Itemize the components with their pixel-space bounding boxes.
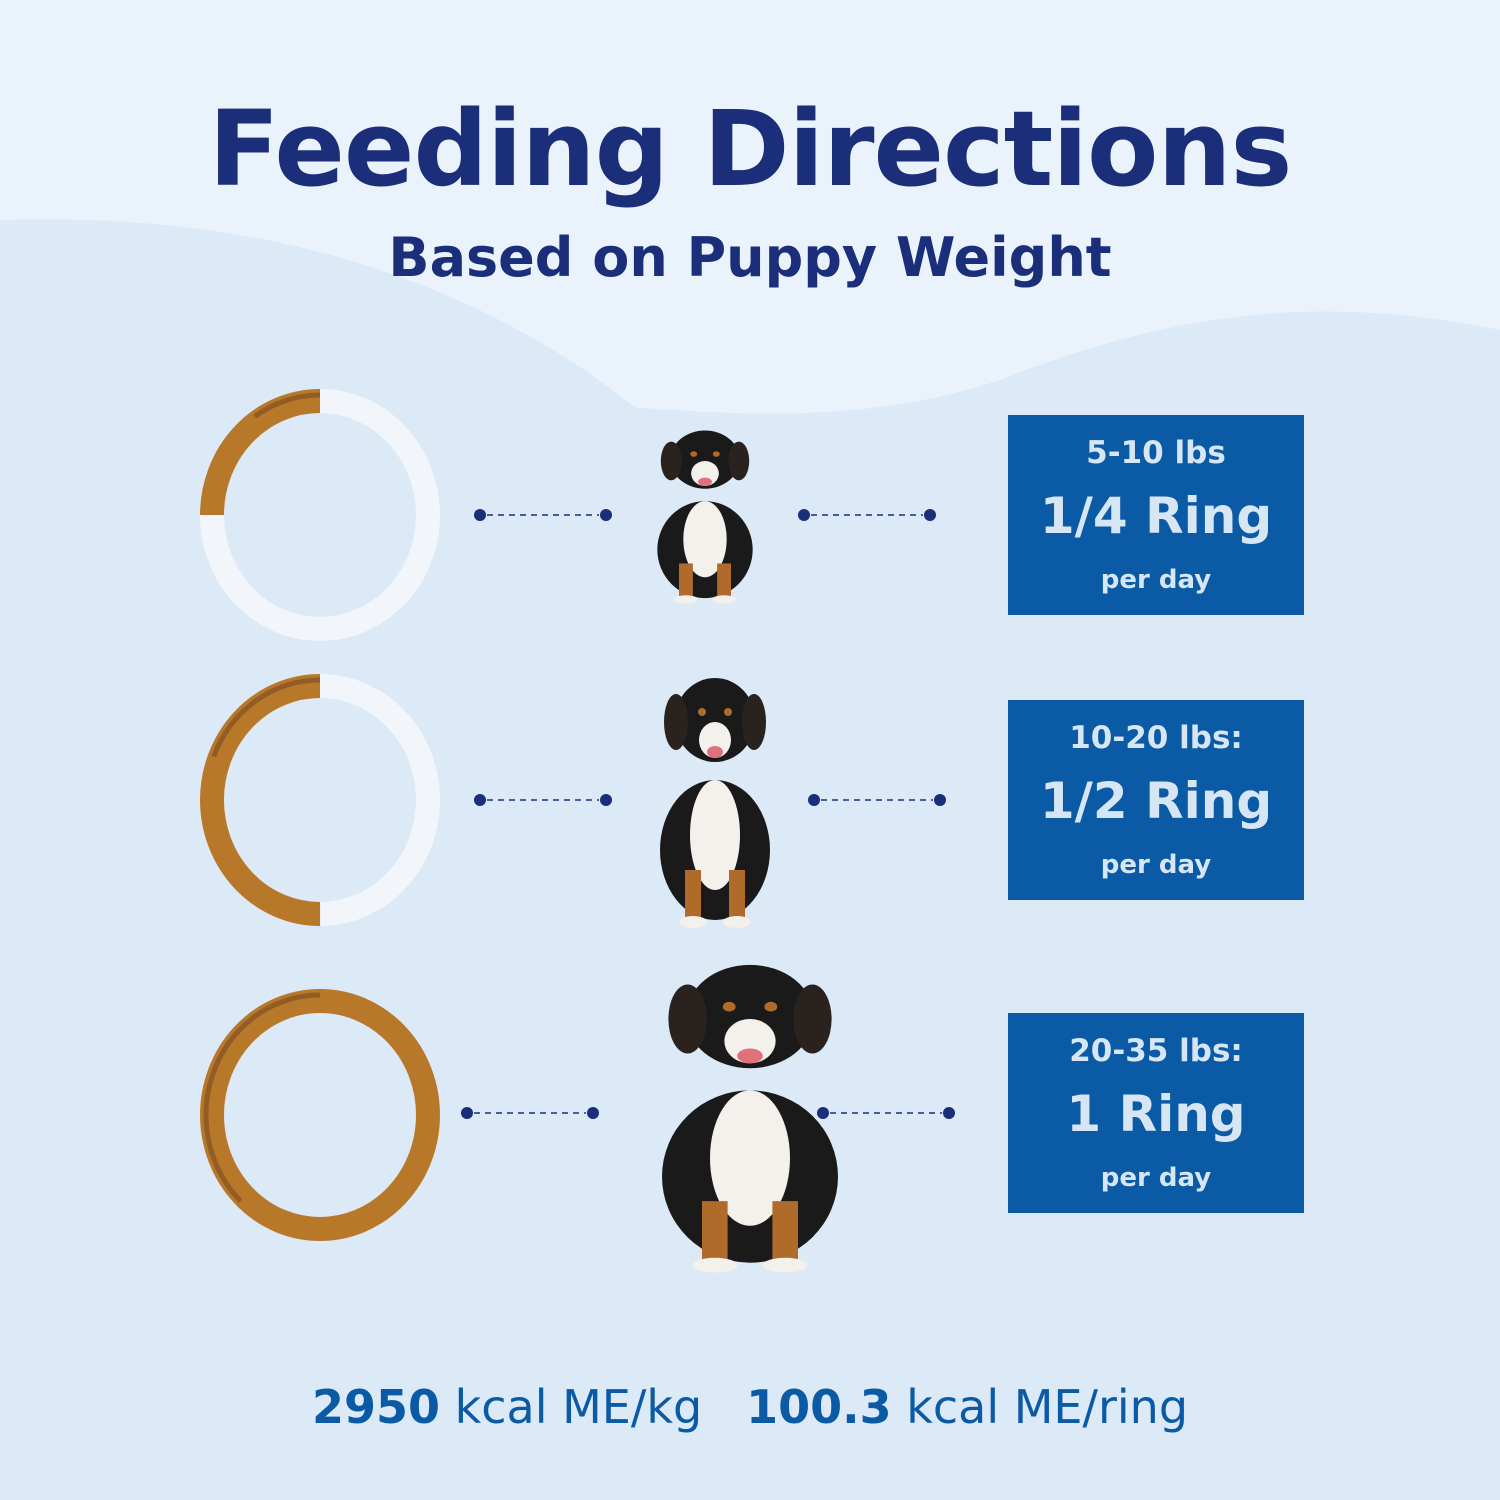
- dog-tongue: [698, 477, 712, 486]
- weight-range: 10-20 lbs:: [1069, 720, 1243, 756]
- connector-dots: [808, 794, 946, 806]
- dog-ear: [793, 984, 832, 1054]
- dot-icon: [817, 1107, 829, 1119]
- dog-chest: [710, 1090, 790, 1226]
- connector-dots: [798, 509, 936, 521]
- ring-amount: 1/4 Ring: [1039, 487, 1273, 545]
- dog-leg: [685, 870, 701, 920]
- feeding-box-3: 20-35 lbs: 1 Ring per day: [1008, 1013, 1304, 1213]
- dog-eye: [722, 1001, 736, 1012]
- per-day-label: per day: [1100, 850, 1212, 880]
- dog-tongue: [707, 746, 723, 758]
- page-title: Feeding Directions: [208, 88, 1293, 210]
- ring-chew-group: [200, 674, 440, 926]
- dot-icon: [934, 794, 946, 806]
- ring-chew-shade: [203, 992, 437, 1238]
- dog-leg: [679, 563, 693, 599]
- ring-chew-part: [200, 389, 440, 641]
- dog-figure: [662, 964, 838, 1273]
- dot-icon: [943, 1107, 955, 1119]
- dog-muzzle: [724, 1019, 776, 1064]
- ring-amount: 1/2 Ring: [1039, 772, 1273, 830]
- dog-head: [675, 678, 755, 762]
- dog-eye: [690, 451, 698, 457]
- medium-puppy-image: [660, 678, 770, 928]
- dog-ear: [742, 694, 766, 750]
- ring-chew-shade: [203, 677, 437, 923]
- ring-quarter-illustration: [200, 389, 440, 641]
- ring-full-illustration: [200, 989, 440, 1241]
- dog-eye: [712, 451, 720, 457]
- dog-paw: [723, 916, 751, 928]
- kcal-per-kg-unit: kcal ME/kg: [454, 1380, 703, 1434]
- ring-amount: 1 Ring: [1066, 1085, 1246, 1143]
- dog-chest: [683, 501, 727, 578]
- page-subtitle: Based on Puppy Weight: [388, 226, 1112, 289]
- dog-paw: [762, 1257, 808, 1273]
- dog-tongue: [737, 1048, 763, 1064]
- dog-muzzle: [699, 722, 731, 758]
- dot-icon: [461, 1107, 473, 1119]
- dog-ear: [660, 441, 682, 481]
- ring-chew-group: [200, 389, 440, 641]
- dog-paw: [673, 595, 699, 604]
- dog-head: [670, 430, 740, 489]
- ring-chew-part: [200, 989, 440, 1241]
- dot-icon: [474, 794, 486, 806]
- dog-paw: [679, 916, 707, 928]
- dot-icon: [600, 509, 612, 521]
- dog-leg: [729, 870, 745, 920]
- connector-dots: [817, 1107, 955, 1119]
- dog-leg: [717, 563, 731, 599]
- ring-half-illustration: [200, 674, 440, 926]
- dog-ear: [728, 441, 750, 481]
- weight-range: 5-10 lbs: [1086, 435, 1226, 471]
- dog-head: [686, 964, 814, 1069]
- dog-ear: [668, 984, 707, 1054]
- dog-ear: [664, 694, 688, 750]
- weight-range: 20-35 lbs:: [1069, 1033, 1243, 1069]
- connector-dots: [474, 509, 612, 521]
- ring-chew-part: [200, 674, 440, 926]
- dog-leg: [702, 1201, 728, 1263]
- connector-dots: [474, 794, 612, 806]
- calorie-info: 2950 kcal ME/kg 100.3 kcal ME/ring: [0, 1380, 1500, 1434]
- feeding-box-2: 10-20 lbs: 1/2 Ring per day: [1008, 700, 1304, 900]
- dot-icon: [600, 794, 612, 806]
- ring-chew-shade: [203, 392, 437, 638]
- dog-muzzle: [691, 461, 719, 486]
- kcal-per-kg-value: 2950: [311, 1380, 440, 1434]
- ring-chew-group: [200, 989, 440, 1241]
- dog-figure: [660, 678, 770, 928]
- dog-leg: [772, 1201, 798, 1263]
- dog-eye: [724, 708, 732, 716]
- large-puppy-image: [662, 964, 838, 1273]
- feeding-box-1: 5-10 lbs 1/4 Ring per day: [1008, 415, 1304, 615]
- per-day-label: per day: [1100, 565, 1212, 595]
- kcal-per-ring-value: 100.3: [746, 1380, 892, 1434]
- dot-icon: [924, 509, 936, 521]
- dot-icon: [474, 509, 486, 521]
- dog-chest: [690, 780, 740, 890]
- dog-eye: [698, 708, 706, 716]
- dog-figure: [657, 430, 753, 604]
- dog-eye: [764, 1001, 778, 1012]
- dog-paw: [692, 1257, 738, 1273]
- kcal-per-ring-unit: kcal ME/ring: [906, 1380, 1189, 1434]
- dot-icon: [798, 509, 810, 521]
- connector-dots: [461, 1107, 599, 1119]
- dot-icon: [587, 1107, 599, 1119]
- small-puppy-image: [657, 430, 753, 604]
- dog-paw: [711, 595, 737, 604]
- per-day-label: per day: [1100, 1163, 1212, 1193]
- dot-icon: [808, 794, 820, 806]
